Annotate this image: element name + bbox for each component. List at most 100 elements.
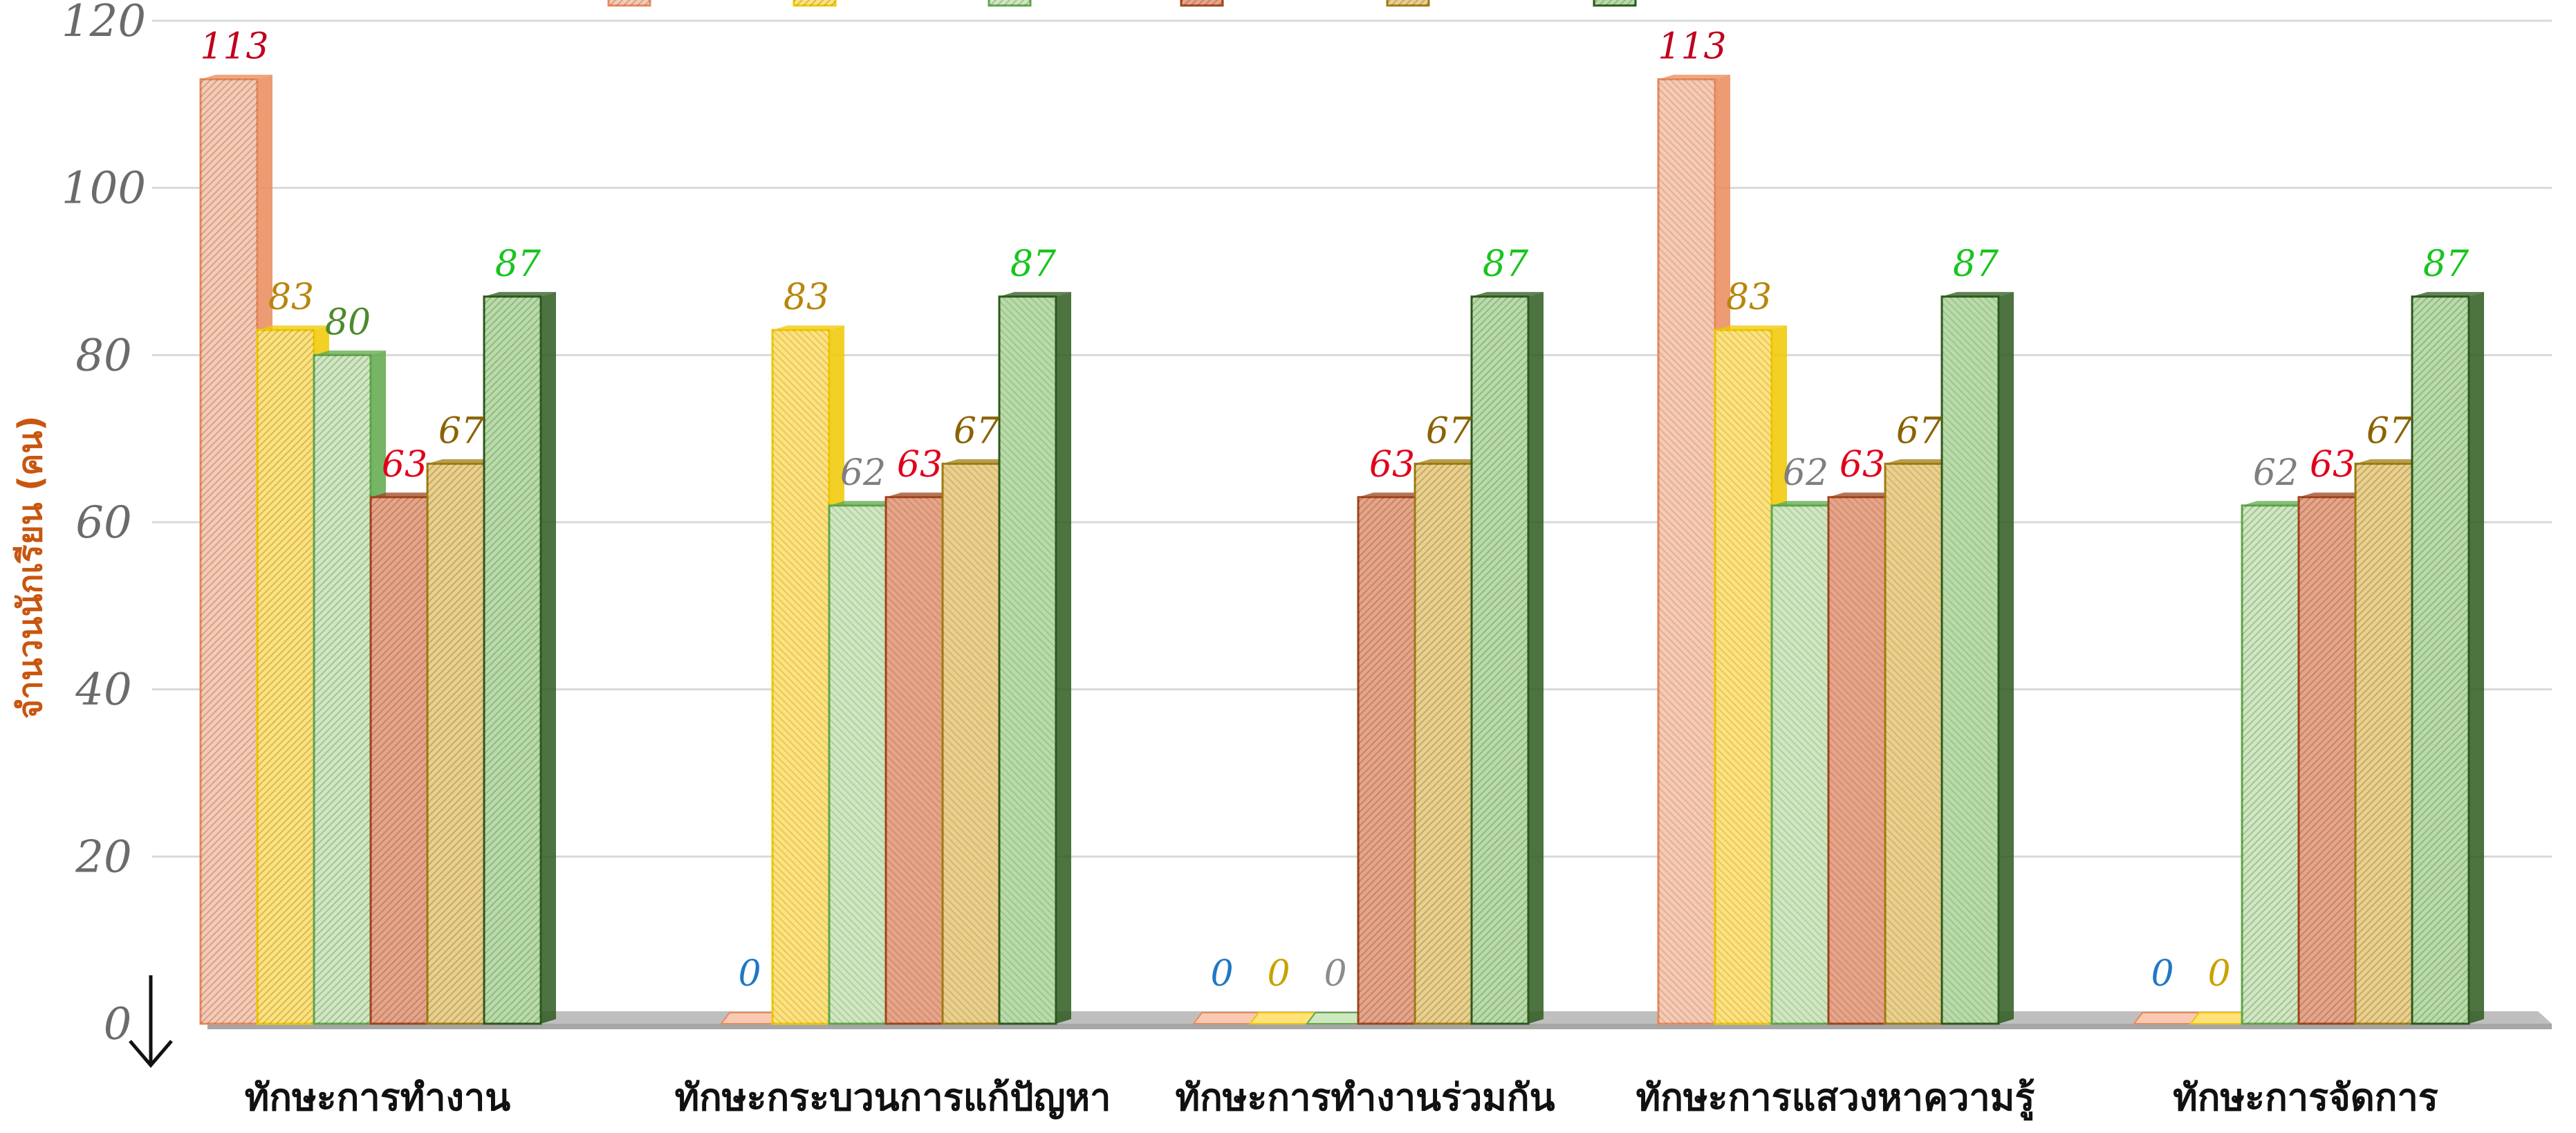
bar-hatch bbox=[886, 497, 943, 1024]
y-tick-label: 60 bbox=[75, 497, 131, 549]
bar-hatch bbox=[1828, 497, 1885, 1024]
y-tick-label: 120 bbox=[62, 0, 146, 47]
bar-hatch bbox=[1885, 463, 1942, 1024]
data-label: 63 bbox=[897, 444, 943, 486]
data-label: 62 bbox=[840, 452, 886, 494]
bar-hatch bbox=[1772, 505, 1828, 1024]
bar-hatch bbox=[1472, 296, 1528, 1024]
bar-hatch bbox=[257, 330, 314, 1024]
bar-zero bbox=[1249, 1012, 1317, 1024]
bar-top bbox=[1828, 492, 1900, 497]
bar-hatch bbox=[2412, 296, 2469, 1024]
bars bbox=[199, 74, 2484, 1025]
bar bbox=[771, 325, 844, 1025]
bar-top bbox=[371, 492, 443, 497]
bar-zero bbox=[1192, 1012, 1260, 1024]
bar-side bbox=[1528, 292, 1544, 1024]
bar-top bbox=[943, 459, 1014, 464]
bar-side bbox=[541, 292, 556, 1024]
data-label: 0 bbox=[1210, 953, 1233, 995]
y-tick-label: 40 bbox=[75, 665, 131, 716]
data-label: 63 bbox=[382, 444, 427, 486]
category-label: ทักษะการแสวงหาความรู้ bbox=[1636, 1076, 2035, 1121]
bar-top bbox=[1885, 459, 1957, 464]
bar-side bbox=[1056, 292, 1071, 1024]
y-tick-label: 0 bbox=[104, 999, 132, 1050]
bar bbox=[483, 292, 556, 1025]
bar-top bbox=[314, 350, 386, 356]
bar bbox=[2133, 1012, 2200, 1024]
legend-swatch-hatch bbox=[989, 0, 1030, 6]
bar bbox=[828, 501, 901, 1025]
bar-top bbox=[257, 325, 329, 331]
y-tick-label: 20 bbox=[75, 831, 131, 883]
data-label: 0 bbox=[2151, 953, 2174, 995]
bar-top bbox=[2299, 492, 2371, 497]
bar-top bbox=[427, 459, 499, 464]
bar-top bbox=[886, 492, 958, 497]
legend-swatch-hatch bbox=[1594, 0, 1636, 6]
y-axis-label: จำนวนนักเรียน (คน) bbox=[11, 416, 50, 719]
bar-hatch bbox=[1942, 296, 1999, 1024]
bar-side bbox=[2469, 292, 2484, 1024]
bar-top bbox=[829, 501, 901, 506]
bar-hatch bbox=[1658, 79, 1715, 1024]
bar-hatch bbox=[1715, 330, 1772, 1024]
data-label: 0 bbox=[2207, 953, 2230, 995]
bar-hatch bbox=[2355, 463, 2412, 1024]
data-label: 0 bbox=[738, 953, 761, 995]
data-label: 67 bbox=[1426, 410, 1472, 452]
data-label: 83 bbox=[1726, 277, 1772, 318]
data-label: 62 bbox=[2253, 452, 2299, 494]
bar-top bbox=[1942, 292, 2014, 297]
bar bbox=[1940, 292, 2014, 1025]
bar-top bbox=[999, 292, 1071, 297]
y-tick-label: 80 bbox=[75, 330, 131, 381]
y-axis-ticks: 0 20 40 60 80 100 120 bbox=[62, 0, 146, 1050]
bar-hatch bbox=[999, 296, 1056, 1024]
bar-hatch bbox=[943, 463, 999, 1024]
data-label: 80 bbox=[325, 302, 371, 343]
legend-swatch-hatch bbox=[794, 0, 835, 6]
bar-top bbox=[484, 292, 556, 297]
bar-top bbox=[1472, 292, 1544, 297]
bar-top bbox=[2355, 459, 2427, 464]
bar-top bbox=[2412, 292, 2484, 297]
category-label: ทักษะการจัดการ bbox=[2173, 1076, 2438, 1119]
bar-hatch bbox=[2299, 497, 2355, 1024]
bar-hatch bbox=[371, 497, 427, 1024]
data-label: 63 bbox=[2310, 444, 2355, 486]
bar-hatch bbox=[427, 463, 484, 1024]
bar bbox=[2411, 292, 2484, 1025]
bar-top bbox=[201, 74, 272, 80]
data-label: 87 bbox=[1010, 243, 1057, 285]
data-label: 67 bbox=[954, 410, 1000, 452]
data-label: 87 bbox=[2423, 243, 2470, 285]
bar bbox=[1657, 74, 1730, 1025]
bar-hatch bbox=[314, 355, 371, 1024]
bar-hatch bbox=[772, 330, 829, 1024]
data-label: 87 bbox=[1953, 243, 1999, 285]
data-label: 0 bbox=[1267, 953, 1290, 995]
category-label: ทักษะการทำงาน bbox=[245, 1076, 511, 1119]
bar-top bbox=[772, 325, 844, 331]
bar-hatch bbox=[2242, 505, 2299, 1024]
legend-swatch-hatch bbox=[1181, 0, 1223, 6]
bar-hatch bbox=[484, 296, 541, 1024]
bar-hatch bbox=[201, 79, 257, 1024]
data-label: 67 bbox=[438, 410, 485, 452]
data-label: 63 bbox=[1840, 444, 1885, 486]
bar-top bbox=[1358, 492, 1430, 497]
y-tick-label: 100 bbox=[62, 163, 146, 214]
bar-top bbox=[1715, 325, 1787, 331]
bar-hatch bbox=[1358, 497, 1415, 1024]
bar bbox=[1192, 1012, 1260, 1024]
bar-hatch bbox=[829, 505, 886, 1024]
legend-swatch-hatch bbox=[609, 0, 650, 6]
data-label: 113 bbox=[200, 26, 268, 68]
bar-hatch bbox=[1415, 463, 1472, 1024]
data-label: 67 bbox=[2366, 410, 2413, 452]
